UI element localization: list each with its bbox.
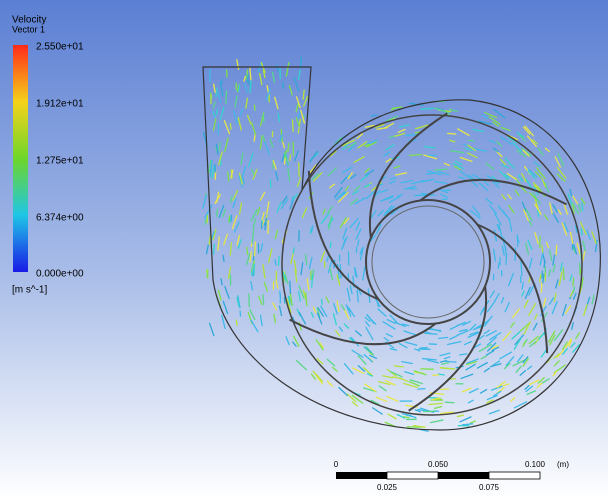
vector xyxy=(270,180,271,188)
vector xyxy=(236,320,237,325)
vector xyxy=(292,120,293,132)
vector xyxy=(556,245,557,255)
vector xyxy=(217,109,218,115)
legend-label: 6.374e+00 xyxy=(36,213,84,224)
scale-segment xyxy=(489,472,540,479)
legend-subtitle: Vector 1 xyxy=(12,24,45,34)
color-bar xyxy=(13,45,28,272)
scale-segment xyxy=(336,472,387,479)
vector xyxy=(544,260,545,267)
vector xyxy=(573,278,574,286)
scale-label: 0.100 xyxy=(525,460,546,469)
vector xyxy=(404,417,409,418)
vector xyxy=(563,268,564,280)
vector xyxy=(214,244,215,254)
vector xyxy=(207,270,208,277)
vector xyxy=(288,143,289,151)
scale-segment xyxy=(438,472,489,479)
viewport: Velocity Vector 1 2.550e+01 1.912e+01 1.… xyxy=(0,0,608,500)
scale-label: 0.025 xyxy=(377,483,398,492)
vector xyxy=(580,268,581,275)
background xyxy=(0,0,608,500)
vector xyxy=(405,135,416,136)
vector xyxy=(230,124,231,130)
vector xyxy=(521,262,522,276)
scale-segment xyxy=(387,472,438,479)
vector xyxy=(247,247,248,254)
vector xyxy=(263,115,264,121)
vector xyxy=(445,402,454,403)
scale-label: (m) xyxy=(557,460,569,469)
vector xyxy=(243,179,244,184)
vector xyxy=(306,293,307,306)
legend-unit: [m s^-1] xyxy=(12,285,47,296)
vector xyxy=(506,254,507,265)
vector xyxy=(219,143,220,151)
vector xyxy=(263,295,264,305)
vector xyxy=(542,271,543,278)
legend-label: 0.000e+00 xyxy=(36,269,84,280)
vector xyxy=(581,229,582,235)
legend-label: 1.275e+01 xyxy=(36,156,84,167)
vector xyxy=(218,123,219,134)
vector xyxy=(215,165,216,172)
vector xyxy=(445,361,456,362)
vector xyxy=(448,133,456,134)
vector xyxy=(223,255,224,261)
scale-label: 0.075 xyxy=(479,483,500,492)
vector xyxy=(312,274,313,287)
vector xyxy=(290,155,291,161)
scale-label: 0.050 xyxy=(428,460,449,469)
vector xyxy=(418,389,425,390)
vector xyxy=(498,263,499,269)
legend-label: 1.912e+01 xyxy=(36,99,84,110)
vector xyxy=(290,281,291,293)
scale-label: 0 xyxy=(334,460,339,469)
vector xyxy=(275,260,276,265)
vector xyxy=(226,91,227,104)
vector xyxy=(293,248,294,253)
legend-label: 2.550e+01 xyxy=(36,42,84,53)
vector xyxy=(217,209,218,216)
vector xyxy=(542,246,543,253)
